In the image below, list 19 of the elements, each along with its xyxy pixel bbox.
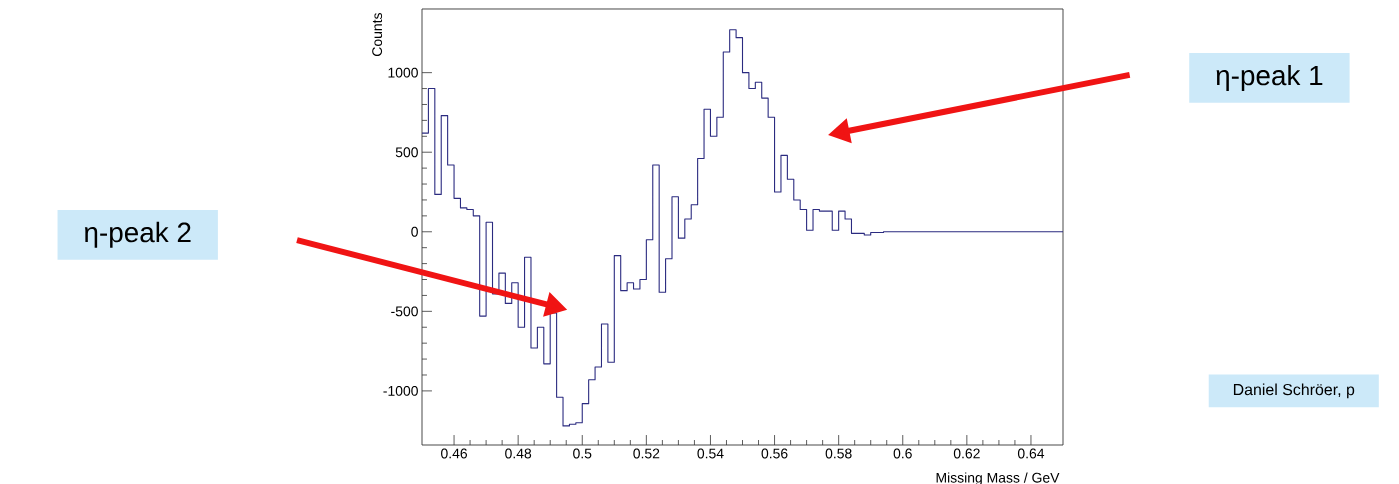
x-tick-label: 0.64 <box>1017 448 1045 459</box>
y-axis-title: Counts <box>372 13 383 57</box>
y-tick-label: 1000 <box>388 67 418 78</box>
text: η-peak 2 <box>84 221 191 248</box>
x-tick-label: 0.62 <box>953 448 980 459</box>
y-tick-label: -1000 <box>383 385 418 396</box>
x-tick-label: 0.54 <box>697 448 724 459</box>
x-tick-label: 0.6 <box>893 448 912 459</box>
text: η-peak 1 <box>1216 64 1323 91</box>
x-tick-label: 0.46 <box>441 448 467 459</box>
x-tick-label: 0.5 <box>573 448 592 459</box>
y-tick-label: -500 <box>391 306 418 317</box>
y-tick-label: 0 <box>411 226 418 237</box>
x-tick-label: 0.48 <box>505 448 532 459</box>
x-tick-label: 0.58 <box>825 448 852 459</box>
y-tick-label: 500 <box>395 147 418 158</box>
x-tick-label: 0.52 <box>633 448 660 459</box>
text: Daniel Schröer, p <box>1233 383 1355 399</box>
x-tick-label: 0.56 <box>761 448 788 459</box>
